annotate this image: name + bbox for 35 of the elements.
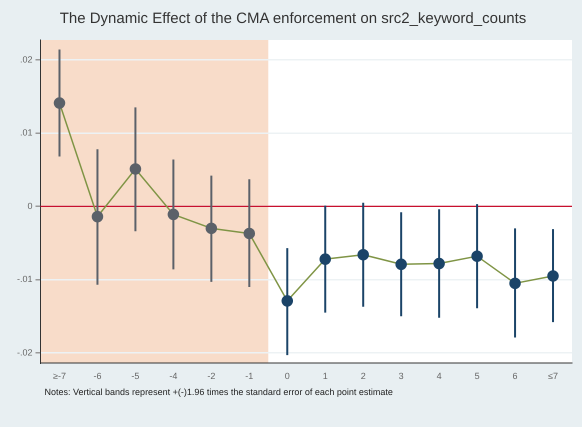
x-tick-label: 4 bbox=[436, 371, 442, 382]
x-tick-label: -1 bbox=[245, 371, 254, 382]
x-tick-label: ≤7 bbox=[548, 371, 558, 382]
chart-title: The Dynamic Effect of the CMA enforcement on src2_keyword_counts bbox=[60, 10, 526, 28]
point bbox=[509, 278, 521, 290]
x-tick-label: 0 bbox=[284, 371, 290, 382]
x-tick-label: 5 bbox=[474, 371, 480, 382]
point bbox=[433, 258, 445, 270]
x-tick-label: 3 bbox=[398, 371, 404, 382]
y-tick-label: .02 bbox=[20, 54, 33, 64]
x-tick-label: -2 bbox=[207, 371, 216, 382]
y-tick-label: -.01 bbox=[16, 274, 33, 284]
x-tick-label: ≥-7 bbox=[53, 371, 66, 382]
point bbox=[471, 250, 483, 262]
point bbox=[547, 270, 559, 282]
point bbox=[92, 210, 104, 222]
x-tick-label: -5 bbox=[131, 371, 140, 382]
point bbox=[168, 208, 180, 220]
point bbox=[244, 228, 256, 240]
x-tick-label: 1 bbox=[322, 371, 328, 382]
x-tick-label: 2 bbox=[360, 371, 366, 382]
x-tick-label: -4 bbox=[169, 371, 178, 382]
point bbox=[395, 258, 407, 270]
point bbox=[130, 163, 142, 175]
x-tick-label: -6 bbox=[93, 371, 102, 382]
y-tick-label: 0 bbox=[27, 200, 33, 211]
y-tick-label: -.02 bbox=[16, 347, 33, 358]
point bbox=[319, 253, 331, 265]
text: Notes: Vertical bands represent +(-)1.96 times the standard error of each point estimate bbox=[44, 387, 393, 398]
point bbox=[357, 248, 369, 260]
point bbox=[206, 222, 218, 234]
point bbox=[54, 97, 66, 109]
x-tick-label: 6 bbox=[512, 371, 518, 382]
point bbox=[282, 295, 294, 307]
y-tick-label: .01 bbox=[20, 128, 33, 138]
